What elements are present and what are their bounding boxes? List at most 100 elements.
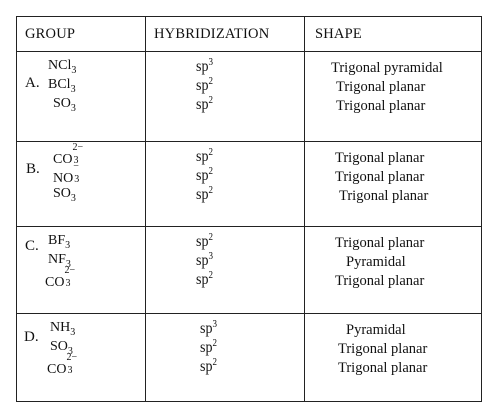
hybridization-base: sp bbox=[196, 271, 209, 289]
molecule-formula: SO3 bbox=[53, 96, 76, 114]
table-row: A. NCl3 sp3 Trigonal pyramidal BCl3 sp2 Trigon… bbox=[17, 53, 481, 133]
hybridization-exponent: 3 bbox=[208, 55, 213, 68]
formula-subscript: 3 bbox=[65, 258, 71, 270]
molecule-formula: BF3 bbox=[48, 233, 71, 251]
formula-base: SO bbox=[53, 96, 71, 111]
molecular-shape: Trigonal planar bbox=[335, 169, 425, 185]
hybridization-exponent: 3 bbox=[208, 249, 213, 262]
hybridization-value: sp2 bbox=[196, 184, 213, 204]
group-letter: D. bbox=[24, 329, 39, 345]
hybridization-value: sp3 bbox=[200, 318, 217, 338]
header-shape: SHAPE bbox=[315, 26, 362, 42]
ion-scripts: −3 bbox=[73, 162, 87, 185]
hybridization-value: sp2 bbox=[196, 94, 213, 114]
molecule-formula: NH3 bbox=[50, 320, 76, 338]
molecular-shape: Trigonal planar bbox=[335, 273, 425, 289]
molecular-shape: Trigonal planar bbox=[335, 235, 425, 251]
group-letter: A. bbox=[25, 75, 40, 91]
column-divider-1 bbox=[145, 17, 146, 401]
molecular-shape: Trigonal pyramidal bbox=[331, 60, 443, 76]
formula-subscript: 3 bbox=[70, 326, 76, 338]
hybridization-exponent: 2 bbox=[208, 268, 213, 281]
formula-subscript: 3 bbox=[70, 83, 76, 95]
hybridization-value: sp3 bbox=[196, 250, 213, 270]
molecular-shape: Trigonal planar bbox=[336, 98, 426, 114]
row-divider-b-c bbox=[17, 226, 481, 227]
hybridization-exponent: 2 bbox=[208, 145, 213, 158]
header-group: GROUP bbox=[25, 26, 76, 42]
formula-subscript: 3 bbox=[73, 155, 79, 166]
formula-base: NCl bbox=[48, 58, 72, 73]
ion-scripts: 2− 3 bbox=[72, 143, 86, 166]
header-hybridization: HYBRIDIZATION bbox=[154, 26, 270, 42]
table-row: B. CO 2− 3 sp2 Trigonal planar NO −3 sp2 Trigonal… bbox=[17, 143, 481, 223]
hybridization-base: sp bbox=[196, 186, 209, 204]
hybridization-value: sp2 bbox=[196, 231, 213, 251]
header-divider bbox=[17, 51, 481, 52]
ion-scripts: 2− 3 bbox=[66, 353, 80, 376]
hybridization-exponent: 2 bbox=[208, 164, 213, 177]
ion-charge: 2− bbox=[66, 352, 78, 363]
formula-base: CO bbox=[45, 275, 65, 290]
ion-charge: − bbox=[73, 161, 79, 172]
formula-base: CO bbox=[53, 152, 73, 167]
molecule-formula: NO −3 bbox=[53, 162, 87, 186]
hybridization-exponent: 2 bbox=[212, 355, 217, 368]
formula-subscript: 3 bbox=[65, 239, 71, 251]
hybridization-base: sp bbox=[196, 167, 209, 185]
molecule-formula: SO3 bbox=[50, 339, 73, 357]
ion-charge: 2− bbox=[64, 265, 76, 276]
formula-base: NF bbox=[48, 252, 66, 267]
formula-subscript: 3 bbox=[70, 192, 76, 204]
table-row: C. BF3 sp2 Trigonal planar NF3 sp3 Pyramidal CO… bbox=[17, 228, 481, 308]
ion-charge: 2− bbox=[72, 142, 84, 153]
hybridization-value: sp2 bbox=[196, 75, 213, 95]
row-divider-c-d bbox=[17, 313, 481, 314]
molecular-shape: Trigonal planar bbox=[336, 79, 426, 95]
molecular-shape: Pyramidal bbox=[346, 254, 406, 270]
hybridization-base: sp bbox=[200, 320, 213, 338]
hybridization-value: sp2 bbox=[200, 356, 217, 376]
formula-base: CO bbox=[47, 362, 67, 377]
formula-base: NO bbox=[53, 171, 74, 186]
formula-base: BCl bbox=[48, 77, 71, 92]
group-letter: B. bbox=[26, 161, 40, 177]
formula-subscript: 3 bbox=[74, 174, 80, 185]
molecule-formula: NF3 bbox=[48, 252, 71, 270]
formula-subscript: 3 bbox=[67, 345, 73, 357]
hybridization-exponent: 2 bbox=[208, 93, 213, 106]
hybridization-value: sp2 bbox=[196, 146, 213, 166]
hybridization-table: GROUP HYBRIDIZATION SHAPE A. NCl3 sp3 Trigo… bbox=[16, 16, 482, 402]
hybridization-value: sp2 bbox=[196, 269, 213, 289]
hybridization-value: sp3 bbox=[196, 56, 213, 76]
molecule-formula: BCl3 bbox=[48, 77, 76, 95]
formula-base: SO bbox=[50, 339, 68, 354]
molecule-formula: CO 2− 3 bbox=[45, 266, 78, 290]
hybridization-base: sp bbox=[196, 96, 209, 114]
hybridization-base: sp bbox=[196, 58, 209, 76]
formula-subscript: 3 bbox=[65, 278, 71, 289]
hybridization-base: sp bbox=[196, 148, 209, 166]
hybridization-exponent: 2 bbox=[212, 336, 217, 349]
hybridization-base: sp bbox=[200, 339, 213, 357]
hybridization-exponent: 2 bbox=[208, 183, 213, 196]
hybridization-base: sp bbox=[196, 77, 209, 95]
formula-subscript: 3 bbox=[71, 64, 77, 76]
formula-subscript: 3 bbox=[70, 102, 76, 114]
formula-base: BF bbox=[48, 233, 66, 248]
molecular-shape: Trigonal planar bbox=[335, 150, 425, 166]
molecular-shape: Pyramidal bbox=[346, 322, 406, 338]
row-divider-a-b bbox=[17, 141, 481, 142]
hybridization-exponent: 2 bbox=[208, 230, 213, 243]
hybridization-exponent: 3 bbox=[212, 317, 217, 330]
molecule-formula: CO 2− 3 bbox=[53, 143, 86, 167]
hybridization-value: sp2 bbox=[196, 165, 213, 185]
column-divider-2 bbox=[304, 17, 305, 401]
molecule-formula: SO3 bbox=[53, 187, 76, 204]
hybridization-base: sp bbox=[196, 252, 209, 270]
molecular-shape: Trigonal planar bbox=[338, 341, 428, 357]
table-row: D. NH3 sp3 Pyramidal SO3 sp2 Trigonal planar CO… bbox=[17, 315, 481, 395]
hybridization-base: sp bbox=[196, 233, 209, 251]
formula-base: NH bbox=[50, 320, 71, 335]
molecular-shape: Trigonal planar bbox=[339, 188, 429, 204]
